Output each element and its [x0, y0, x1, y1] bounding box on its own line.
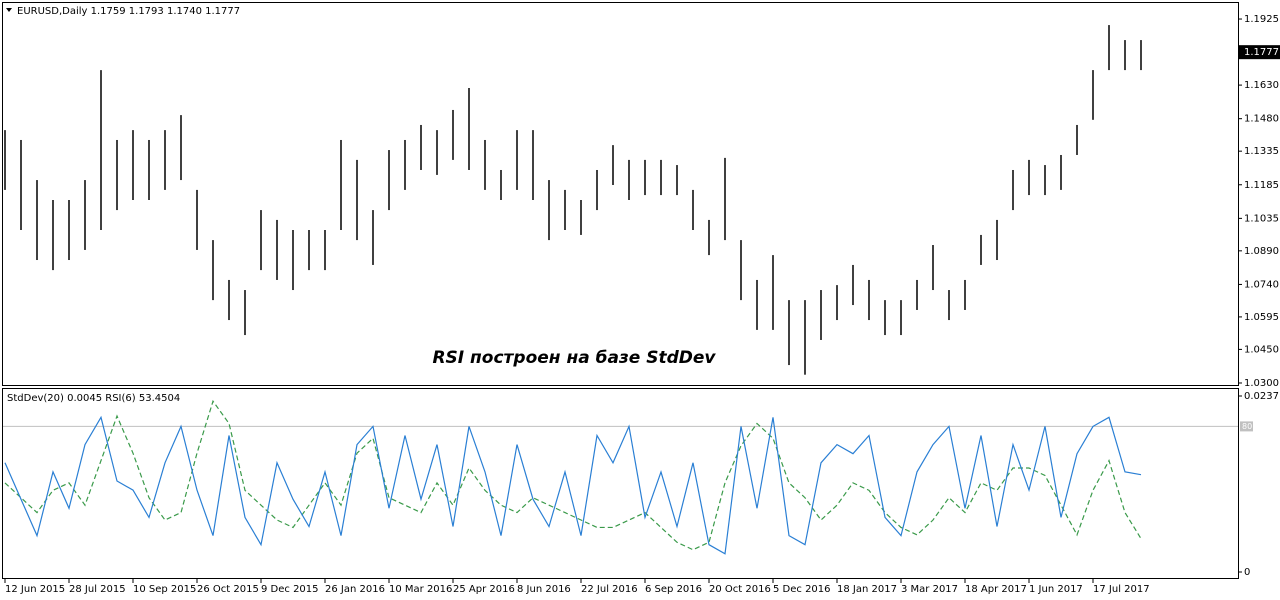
x-tick-label: 26 Jan 2016 — [325, 584, 385, 595]
x-tick-label: 5 Dec 2016 — [773, 584, 831, 595]
y-tick-label: 0.0237 — [1244, 391, 1279, 402]
y-tick-label: 1.1925 — [1244, 14, 1279, 25]
level-box — [1240, 421, 1253, 432]
x-tick-label: 18 Jan 2017 — [837, 584, 897, 595]
x-tick-label: 10 Mar 2016 — [389, 584, 452, 595]
y-tick-label: 1.1630 — [1244, 80, 1279, 91]
y-tick-label: 1.0300 — [1244, 378, 1279, 389]
x-tick-label: 25 Apr 2016 — [453, 584, 515, 595]
y-tick-label: 1.0890 — [1244, 246, 1279, 257]
stddev-line — [4, 399, 1142, 551]
y-tick-label: 1.1335 — [1244, 146, 1279, 157]
chart-title: EURUSD,Daily 1.1759 1.1793 1.1740 1.1777 — [17, 6, 240, 17]
y-tick-label: 1.1480 — [1244, 114, 1279, 125]
x-tick-label: 12 Jun 2015 — [5, 584, 65, 595]
y-tick-label: 0 — [1244, 567, 1250, 578]
rsi-line — [4, 415, 1142, 555]
annotation: RSI построен на базе StdDev — [432, 348, 716, 368]
price-marker — [1239, 45, 1280, 60]
indicator-title: StdDev(20) 0.0045 RSI(6) 53.4504 — [7, 393, 180, 404]
y-tick-label: 1.0595 — [1244, 312, 1279, 323]
y-tick-label: 1.1035 — [1244, 213, 1279, 224]
y-tick-label: 1.1185 — [1244, 180, 1279, 191]
x-tick-label: 17 Jul 2017 — [1093, 584, 1150, 595]
level-label: 80 — [1242, 422, 1252, 431]
x-tick-label: 3 Mar 2017 — [901, 584, 958, 595]
x-tick-label: 9 Dec 2015 — [261, 584, 319, 595]
indicator-panel — [2, 388, 1239, 579]
y-tick-label: 1.0740 — [1244, 279, 1279, 290]
price-marker-label: 1.1777 — [1244, 47, 1279, 58]
x-tick-label: 26 Oct 2015 — [197, 584, 259, 595]
x-tick-label: 20 Oct 2016 — [709, 584, 771, 595]
y-tick-label: 1.0450 — [1244, 344, 1279, 355]
x-tick-label: 6 Sep 2016 — [645, 584, 702, 595]
x-tick-label: 18 Apr 2017 — [965, 584, 1027, 595]
x-tick-label: 8 Jun 2016 — [517, 584, 571, 595]
x-tick-label: 1 Jun 2017 — [1029, 584, 1083, 595]
x-tick-label: 22 Jul 2016 — [581, 584, 638, 595]
x-tick-label: 10 Sep 2015 — [133, 584, 196, 595]
x-tick-label: 28 Jul 2015 — [69, 584, 126, 595]
price-panel — [2, 2, 1239, 386]
menu-arrow[interactable] — [6, 8, 12, 12]
